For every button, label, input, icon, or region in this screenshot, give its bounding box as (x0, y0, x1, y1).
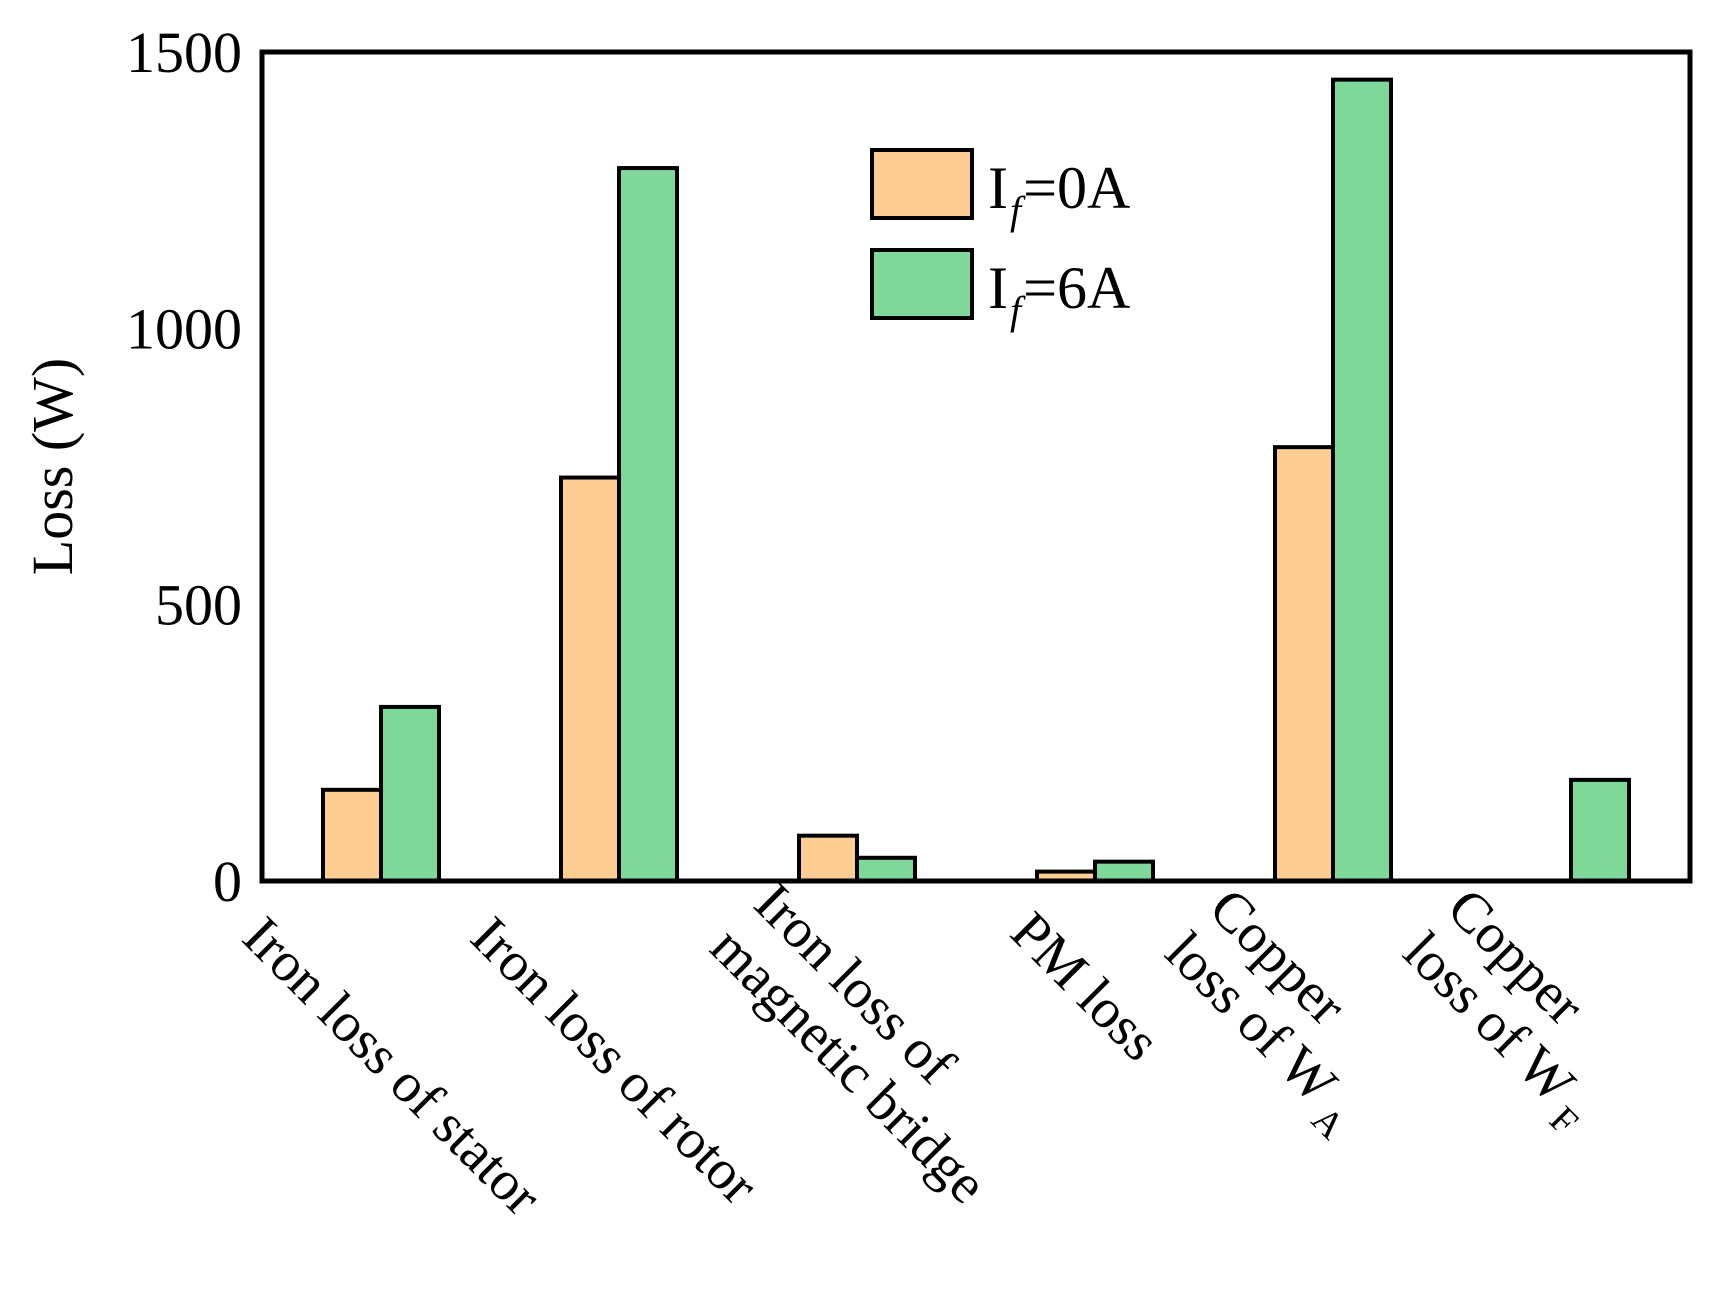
legend-label-1: If=0A (988, 155, 1130, 233)
y-axis-label: Loss (W) (20, 358, 85, 575)
bar-series2-cat6 (1569, 777, 1631, 883)
y-tick-label: 0 (213, 849, 242, 914)
bar-series1-cat5 (1273, 445, 1335, 883)
y-tick-label: 500 (155, 573, 242, 638)
legend-swatch-2 (870, 248, 974, 320)
legend-label-2: If=6A (988, 255, 1130, 333)
legend-swatch-1 (870, 148, 974, 220)
bar-series1-cat2 (559, 475, 621, 883)
bar-series2-cat4 (1093, 859, 1155, 884)
bar-series2-cat2 (617, 166, 679, 883)
x-category-label: PM loss (999, 900, 1172, 1073)
legend: If=0A If=6A (870, 148, 1130, 333)
y-tick-label: 1500 (126, 20, 242, 85)
x-category-subscript: A (1303, 1099, 1352, 1148)
y-axis: 0 500 1000 1500 (126, 20, 242, 914)
bar-series2-cat5 (1331, 77, 1393, 883)
bars-group (321, 77, 1631, 884)
y-tick-label: 1000 (126, 296, 242, 361)
plot-frame (259, 49, 1693, 884)
bar-series2-cat1 (379, 704, 441, 883)
bar-series1-cat3 (797, 833, 859, 884)
x-category-label-line: PM loss (999, 900, 1172, 1073)
bar-series1-cat1 (321, 787, 383, 883)
x-category-subscript: F (1541, 1099, 1586, 1144)
bar-series2-cat3 (855, 855, 917, 884)
